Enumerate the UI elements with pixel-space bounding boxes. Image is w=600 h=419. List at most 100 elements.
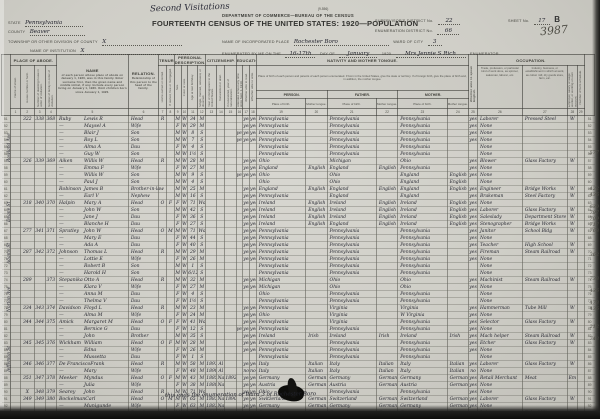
cell-father-tongue [375,262,399,270]
dwelling-number-label: Number of dwelling house in order of vis… [36,69,43,107]
surname: Bockelman [58,396,86,402]
cell-age: 71 [187,199,199,207]
cell-industry [521,283,568,291]
cell-street [9,178,22,186]
cell-name: — Mussetta [55,353,129,361]
cell-family-number [44,150,57,158]
cell-name: — Lottie E [55,255,129,263]
cell-house-number [20,129,35,137]
cell-speaks-english [468,178,478,186]
cell-house-number [20,241,35,249]
cell-naturalized [216,143,226,151]
cell-mother-birthplace: England [397,171,448,179]
cell-mother-birthplace: Pennsylvania [397,339,448,347]
cell-name: Meeker Myndus [55,374,129,382]
cell-sex: F [173,164,182,172]
cell-naturalization-year [224,241,237,249]
cell-relation: Brother [127,332,160,340]
surname: — [58,144,64,150]
cell-house-number [20,353,35,361]
cell-mortgage [165,171,175,179]
cell-marital: Wd [197,318,207,326]
cell-immigration-year [205,171,218,179]
state-value: Pennsylvania [25,20,84,27]
margin-pencil-note: 436 [589,192,599,198]
cell-right-line-number: 69 [583,241,595,249]
cell-industry: Department Store [521,213,568,221]
township-field: TOWNSHIP OR OTHER DIVISION OF COUNTY X [8,30,183,48]
cell-mortgage [165,304,175,312]
cell-occupation: None [476,255,523,263]
cell-speaks-english [468,353,478,361]
cell-race: W [180,276,189,284]
cell-speaks-english: yes [468,220,478,228]
cell-right-line-number: 56 [583,150,595,158]
cell-house-number: 287 [20,248,35,256]
cell-person-tongue [305,255,328,263]
cell-marital: S [197,290,207,298]
cell-person-birthplace: Pennsylvania [255,255,307,263]
column-number: 13 [205,108,218,116]
cell-father-birthplace: Pennsylvania [326,122,377,130]
cell-dwelling-number [33,353,46,361]
education-group: EDUCATION. [235,54,257,66]
cell-race: W [180,115,189,123]
state-label: STATE [8,21,21,25]
person-subgroup: PERSON. [255,90,328,99]
cell-speaks-english: yes [468,213,478,221]
cell-mother-birthplace: Pennsylvania [397,290,448,298]
cell-name: — Alma A [55,143,129,151]
cell-dwelling-number [33,241,46,249]
cell-speaks-english: no [468,367,478,375]
cell-race: W [180,129,189,137]
cell-person-tongue: English [305,164,328,172]
cell-naturalized: Na [216,381,226,389]
cell-relation: Wife [127,255,160,263]
cell-home-owned [158,150,167,158]
cell-farm-schedule [576,353,585,361]
cell-naturalization-year [224,255,237,263]
cell-naturalization-year [224,304,237,312]
cell-naturalization-year [224,143,237,151]
cell-sex: M [173,129,182,137]
form-title: FOURTEENTH CENSUS OF THE UNITED STATES: … [152,19,419,28]
cell-naturalization-year [224,192,237,200]
cell-right-line-number: 55 [583,143,595,151]
cell-right-line-number: 91 [583,395,595,403]
cell-person-tongue [305,129,328,137]
margin-pencil-note: 717 [589,222,599,228]
cell-immigration-year: 1883 [205,395,218,403]
cell-father-tongue: Italian [375,360,399,368]
cell-speaks-english: yes [468,374,478,382]
attended-school-column-header: Attended school any time since Sept. 1, … [235,65,244,109]
cell-mother-tongue: Irish [446,332,470,340]
cell-mother-birthplace: Pennsylvania [397,255,448,263]
surname: Wickham [58,340,81,346]
cell-occupation: Teacher [476,241,523,249]
cell-house-number [20,311,35,319]
cell-father-birthplace: Virginia [326,311,377,319]
cell-able-to-write [249,297,257,305]
cell-age: 12 [187,325,199,333]
cell-mortgage: M [165,395,175,403]
cell-right-line-number: 73 [583,269,595,277]
cell-house-number [20,234,35,242]
cell-mother-tongue [446,283,470,291]
immigration-year-label: Year of immigration to the United States… [208,72,215,107]
cell-immigration-year: 1893 [205,360,218,368]
occupation-industry-header: Industry, business, or establishment in … [521,65,568,109]
cell-sex: F [173,241,182,249]
column-number: 6 [127,108,160,116]
cell-right-line-number: 72 [583,262,595,270]
cell-family-number [44,311,57,319]
cell-home-owned [158,346,167,354]
cell-farm-schedule [576,227,585,235]
cell-family-number [44,269,57,277]
cell-naturalized [216,290,226,298]
margin-pencil-note: 709 [589,216,599,222]
age-column-header: Age at last birthday. [187,65,199,109]
given-name: William [83,340,102,346]
cell-relation: Head [127,157,160,165]
